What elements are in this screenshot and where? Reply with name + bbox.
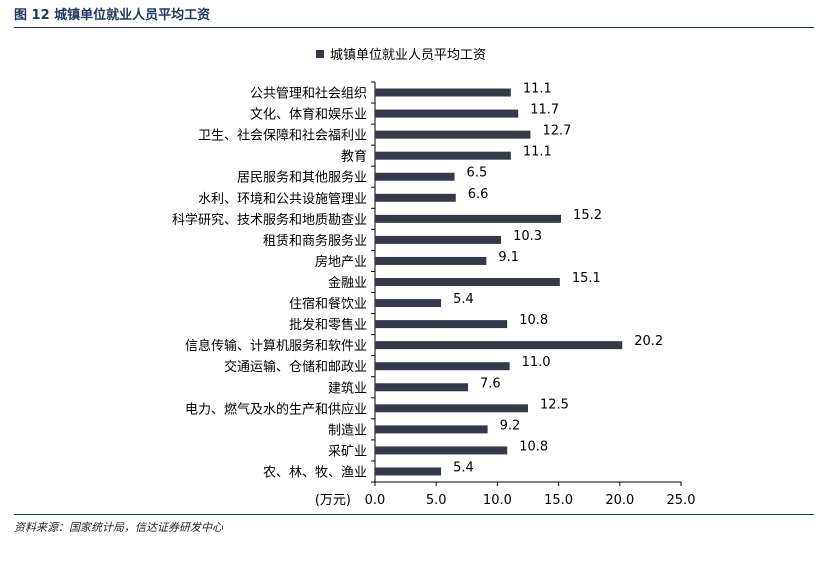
category-label: 电力、燃气及水的生产和供应业 bbox=[185, 401, 367, 417]
category-label: 教育 bbox=[341, 149, 367, 165]
bar bbox=[375, 341, 623, 350]
category-label: 卫生、社会保障和社会福利业 bbox=[198, 128, 367, 144]
chart-legend: 城镇单位就业人员平均工资 bbox=[316, 44, 486, 63]
bar bbox=[375, 214, 562, 223]
category-label: 公共管理和社会组织 bbox=[250, 86, 367, 102]
data-label: 11.7 bbox=[530, 103, 559, 118]
category-label: 交通运输、仓储和邮政业 bbox=[224, 359, 367, 375]
category-label: 制造业 bbox=[328, 423, 367, 438]
category-label: 租赁和商务服务业 bbox=[263, 233, 367, 249]
data-label: 11.1 bbox=[523, 145, 552, 160]
data-label: 5.4 bbox=[453, 460, 474, 475]
data-label: 6.5 bbox=[467, 166, 488, 181]
bar bbox=[375, 88, 511, 97]
bar bbox=[375, 404, 528, 413]
bar bbox=[375, 299, 442, 308]
footer-rule bbox=[14, 514, 814, 515]
bar bbox=[375, 467, 442, 476]
bar bbox=[375, 362, 510, 371]
category-label: 金融业 bbox=[328, 275, 367, 291]
bar bbox=[375, 425, 488, 434]
data-label: 10.8 bbox=[519, 439, 548, 454]
data-label: 12.7 bbox=[542, 124, 571, 139]
category-label: 科学研究、技术服务和地质勘查业 bbox=[172, 212, 367, 228]
x-tick-label: 20.0 bbox=[605, 493, 634, 508]
data-label: 10.3 bbox=[513, 229, 542, 244]
legend-label: 城镇单位就业人员平均工资 bbox=[330, 48, 487, 63]
bar bbox=[375, 130, 531, 139]
data-label: 11.0 bbox=[522, 355, 551, 370]
bar bbox=[375, 109, 519, 118]
figure-title: 图 12 城镇单位就业人员平均工资 bbox=[14, 8, 211, 23]
category-label: 农、林、牧、渔业 bbox=[263, 465, 367, 480]
bar bbox=[375, 172, 455, 181]
category-label: 房地产业 bbox=[315, 254, 367, 270]
bar bbox=[375, 320, 508, 329]
data-label: 20.2 bbox=[634, 334, 663, 349]
bar-chart: 公共管理和社会组织 11.1 文化、体育和娱乐业 11.7 卫生、社会保障和社会福利业 1… bbox=[172, 81, 696, 508]
bar bbox=[375, 256, 487, 265]
category-label: 文化、体育和娱乐业 bbox=[250, 107, 367, 123]
bar bbox=[375, 278, 560, 286]
bar bbox=[375, 383, 469, 392]
x-tick-label: 5.0 bbox=[426, 493, 447, 508]
x-unit-label: (万元) bbox=[315, 493, 351, 508]
source-note: 资料来源：国家统计局，信达证券研发中心 bbox=[14, 521, 223, 534]
data-label: 9.1 bbox=[498, 250, 519, 265]
data-label: 7.6 bbox=[480, 376, 501, 391]
data-label: 9.2 bbox=[500, 418, 521, 433]
data-label: 12.5 bbox=[540, 397, 569, 412]
x-tick-label: 0.0 bbox=[365, 493, 386, 508]
header-rule bbox=[14, 27, 814, 28]
category-label: 建筑业 bbox=[328, 380, 367, 396]
data-label: 6.6 bbox=[468, 187, 489, 202]
category-label: 批发和零售业 bbox=[289, 317, 367, 333]
x-tick-label: 10.0 bbox=[483, 493, 512, 508]
bar bbox=[375, 446, 508, 455]
x-tick-label: 25.0 bbox=[667, 493, 696, 508]
category-label: 采矿业 bbox=[328, 444, 367, 459]
data-label: 11.1 bbox=[523, 82, 552, 97]
bar bbox=[375, 235, 502, 244]
bar bbox=[375, 151, 511, 160]
category-label: 水利、环境和公共设施管理业 bbox=[198, 192, 367, 207]
data-label: 15.2 bbox=[573, 208, 602, 223]
data-label: 15.1 bbox=[572, 271, 601, 286]
legend-swatch bbox=[316, 49, 324, 58]
category-label: 住宿和餐饮业 bbox=[289, 296, 367, 312]
data-label: 5.4 bbox=[453, 292, 474, 307]
data-label: 10.8 bbox=[519, 313, 548, 328]
x-tick-label: 15.0 bbox=[544, 493, 573, 508]
bar bbox=[375, 193, 456, 202]
category-label: 居民服务和其他服务业 bbox=[237, 170, 367, 186]
category-label: 信息传输、计算机服务和软件业 bbox=[185, 338, 367, 354]
